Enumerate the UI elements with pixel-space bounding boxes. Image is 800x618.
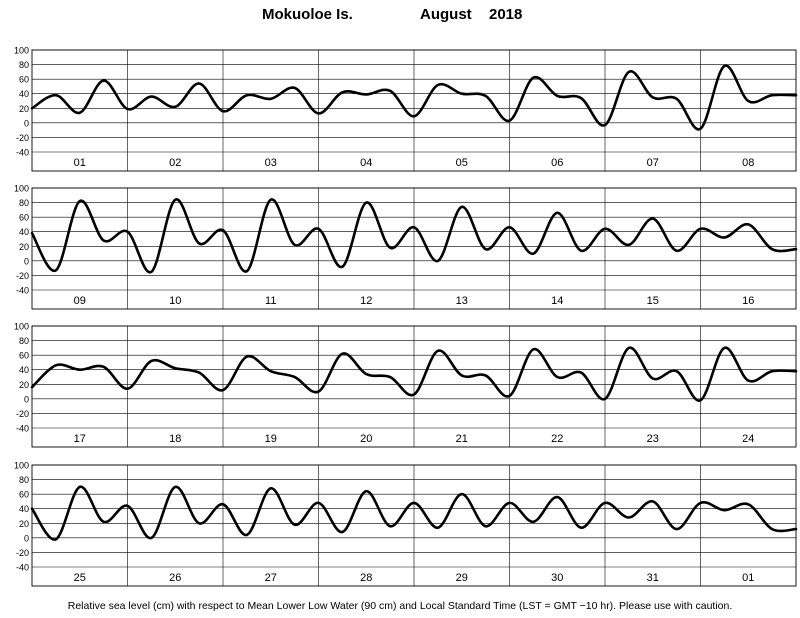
panel-1-day-label-6: 07	[647, 157, 659, 169]
panel-2-ytick-5: 60	[19, 213, 29, 223]
panel-1-ytick-0: -40	[16, 148, 29, 158]
panel-3-ytick-6: 80	[19, 336, 29, 346]
panel-4-ytick-5: 60	[19, 490, 29, 500]
panel-4-day-label-7: 01	[742, 572, 754, 584]
panel-3-day-label-7: 24	[742, 433, 754, 445]
panel-2-ytick-6: 80	[19, 198, 29, 208]
panel-1-ytick-4: 40	[19, 89, 29, 99]
panel-1-day-label-1: 02	[169, 157, 181, 169]
panel-4-day-label-5: 30	[551, 572, 563, 584]
panel-4-day-label-3: 28	[360, 572, 372, 584]
panel-2-day-label-7: 16	[742, 295, 754, 307]
panel-4-day-label-1: 26	[169, 572, 181, 584]
panel-4-tide-line	[30, 485, 798, 541]
panel-1-day-label-0: 01	[74, 157, 86, 169]
panel-2-day-label-0: 09	[74, 295, 86, 307]
panel-3-day-label-0: 17	[74, 433, 86, 445]
panel-4-ytick-6: 80	[19, 475, 29, 485]
panel-1-ytick-3: 20	[19, 104, 29, 114]
panel-3-day-label-1: 18	[169, 433, 181, 445]
panel-4-ytick-1: -20	[16, 548, 29, 558]
panel-1-ytick-6: 80	[19, 60, 29, 70]
panel-3-ytick-4: 40	[19, 365, 29, 375]
panel-2-day-label-6: 15	[647, 295, 659, 307]
panel-3-day-label-4: 21	[456, 433, 468, 445]
panel-1-day-label-5: 06	[551, 157, 563, 169]
panel-4-ytick-7: 100	[14, 461, 29, 471]
panel-1-day-label-3: 04	[360, 157, 372, 169]
panel-4-day-label-2: 27	[265, 572, 277, 584]
panel-1-ytick-5: 60	[19, 75, 29, 85]
panel-1-ytick-1: -20	[16, 133, 29, 143]
panel-3-ytick-7: 100	[14, 322, 29, 332]
year-title: 2018	[489, 6, 523, 23]
panel-4-frame	[31, 464, 797, 587]
panel-4-day-label-6: 31	[647, 572, 659, 584]
panel-4-day-label-0: 25	[74, 572, 86, 584]
panel-2-tide-line	[30, 198, 798, 274]
panel-3-day-label-3: 20	[360, 433, 372, 445]
panel-3-day-label-2: 19	[265, 433, 277, 445]
panel-3-ytick-1: -20	[16, 409, 29, 419]
panel-2-day-label-4: 13	[456, 295, 468, 307]
panel-2-ytick-4: 40	[19, 227, 29, 237]
panel-4-ytick-0: -40	[16, 563, 29, 573]
station-title: Mokuoloe Is.	[262, 6, 353, 23]
panel-3-ytick-3: 20	[19, 380, 29, 390]
panel-2-day-label-3: 12	[360, 295, 372, 307]
panel-1-ytick-7: 100	[14, 46, 29, 56]
panel-3-ytick-2: 0	[24, 394, 29, 404]
panel-4-ytick-3: 20	[19, 519, 29, 529]
panel-1-day-label-7: 08	[742, 157, 754, 169]
panel-3-ytick-0: -40	[16, 424, 29, 434]
panel-2-day-label-5: 14	[551, 295, 563, 307]
panel-1-ytick-2: 0	[24, 118, 29, 128]
panel-1-day-label-4: 05	[456, 157, 468, 169]
panel-4-day-label-4: 29	[456, 572, 468, 584]
panel-1-tide-line	[30, 64, 798, 131]
month-title: August	[420, 6, 472, 23]
panel-2-ytick-7: 100	[14, 184, 29, 194]
panel-2-ytick-1: -20	[16, 271, 29, 281]
panel-3-tide-line	[30, 346, 798, 402]
panel-2-day-label-1: 10	[169, 295, 181, 307]
title-row: Mokuoloe Is. August 2018	[0, 6, 800, 26]
panel-2-ytick-0: -40	[16, 286, 29, 296]
footnote: Relative sea level (cm) with respect to …	[67, 600, 733, 612]
panel-4-ytick-2: 0	[24, 533, 29, 543]
panel-2-ytick-2: 0	[24, 256, 29, 266]
panel-3-day-label-5: 22	[551, 433, 563, 445]
panel-1-day-label-2: 03	[265, 157, 277, 169]
panel-4-ytick-4: 40	[19, 504, 29, 514]
panel-1-frame	[31, 49, 797, 172]
panel-2-ytick-3: 20	[19, 242, 29, 252]
panel-3-ytick-5: 60	[19, 351, 29, 361]
panel-2-day-label-2: 11	[265, 295, 276, 307]
panel-3-day-label-6: 23	[647, 433, 659, 445]
